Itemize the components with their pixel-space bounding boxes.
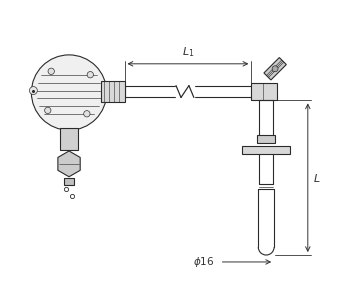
Circle shape (272, 66, 278, 72)
Text: $L$: $L$ (313, 172, 320, 184)
Circle shape (45, 107, 51, 113)
Bar (101, 81, 125, 102)
Circle shape (87, 71, 94, 78)
Circle shape (30, 87, 37, 94)
Text: $L_1$: $L_1$ (182, 45, 194, 59)
Circle shape (48, 68, 54, 74)
Bar (257, 135, 275, 143)
Polygon shape (264, 58, 286, 80)
Circle shape (84, 111, 90, 117)
Bar (64, 178, 74, 185)
Text: $\phi$16: $\phi$16 (193, 255, 215, 269)
Bar (60, 128, 78, 150)
Circle shape (31, 55, 107, 130)
Polygon shape (58, 151, 80, 177)
Bar (251, 82, 277, 100)
Bar (242, 146, 290, 154)
